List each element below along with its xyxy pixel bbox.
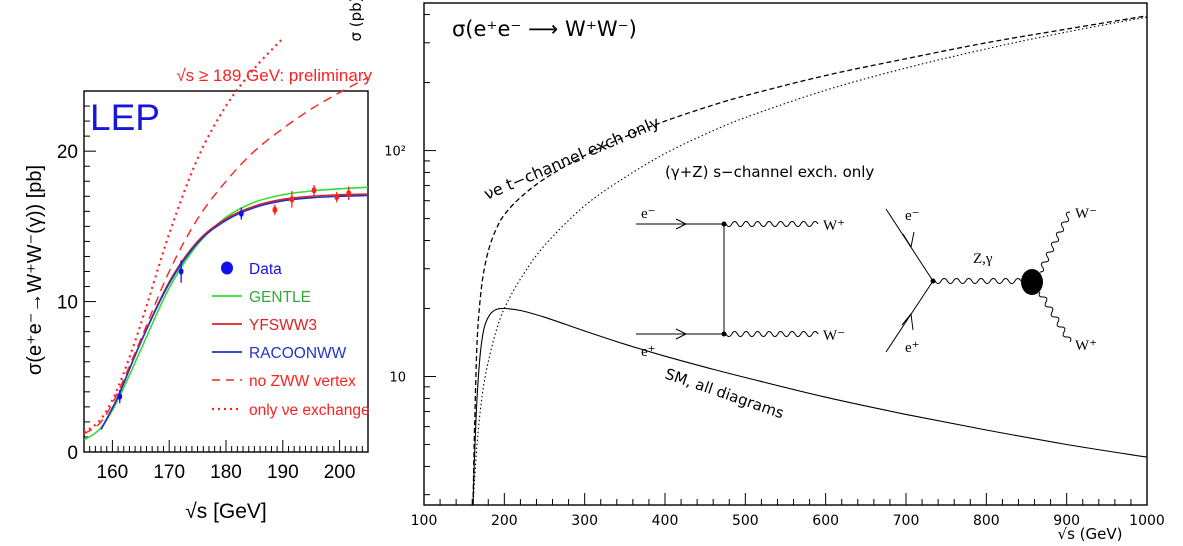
right-x-tick-label: 600 bbox=[812, 513, 839, 529]
sm-annotation: SM, all diagrams bbox=[663, 365, 787, 423]
data-point-marker bbox=[346, 190, 352, 197]
arrow-bottom-icon bbox=[675, 328, 688, 340]
label-wp1: W⁺ bbox=[823, 218, 845, 234]
w-boson-wave-top bbox=[725, 221, 819, 227]
label-wm1: W⁻ bbox=[823, 328, 845, 344]
ww-cross-section-chart: σ (pb) √s (GeV) σ(e⁺e⁻ ⟶ W⁺W⁻) νe t−chan… bbox=[347, 0, 1165, 543]
label-em2: e⁻ bbox=[905, 208, 920, 224]
s-channel-curve bbox=[472, 16, 1147, 505]
t-channel-curve bbox=[472, 15, 1147, 505]
label-ep2: e⁺ bbox=[905, 340, 920, 356]
arrow-s-top-icon bbox=[902, 231, 915, 249]
left-y-tick-label: 0 bbox=[67, 443, 78, 464]
lep-cross-section-chart: √s ≥ 189 GeV: preliminary LEP σ(e⁺e⁻→W⁺W… bbox=[24, 37, 372, 523]
right-x-tick-label: 900 bbox=[1053, 513, 1080, 529]
legend-data-marker bbox=[221, 261, 233, 275]
only-nue-exchange-curve bbox=[84, 37, 284, 434]
vertex-dot-bottom bbox=[721, 331, 727, 337]
legend-data-label: Data bbox=[249, 261, 282, 278]
right-x-tick-label: 1000 bbox=[1129, 513, 1165, 529]
s-channel-feynman-diagram: e⁻ e⁺ Z,γ W⁻ W⁺ bbox=[885, 206, 1097, 356]
left-x-tick-label: 160 bbox=[97, 462, 129, 483]
blob-vertex bbox=[1021, 269, 1043, 295]
arrow-top-icon bbox=[675, 218, 688, 230]
left-curves bbox=[84, 37, 368, 441]
right-curves-clip bbox=[472, 15, 1147, 505]
left-x-axis-label: √s [GeV] bbox=[185, 500, 267, 523]
left-curves-clip bbox=[84, 37, 368, 441]
right-x-tick-label: 300 bbox=[571, 513, 598, 529]
racoonww-curve bbox=[100, 194, 368, 430]
data-point-marker bbox=[238, 210, 244, 217]
right-chart-title: σ(e⁺e⁻ ⟶ W⁺W⁻) bbox=[452, 17, 637, 41]
data-point-marker bbox=[272, 206, 278, 214]
legend-yfsww3-label: YFSWW3 bbox=[249, 317, 317, 334]
data-point-marker bbox=[334, 193, 340, 201]
t-channel-annotation: νe t−channel exch only bbox=[481, 113, 662, 204]
left-y-tick-label: 20 bbox=[57, 142, 78, 163]
sm-all-diagrams-curve bbox=[472, 307, 1147, 505]
preliminary-note: √s ≥ 189 GeV: preliminary bbox=[176, 66, 372, 85]
s-channel-annotation: (γ+Z) s−channel exch. only bbox=[665, 163, 874, 181]
right-x-tick-label: 400 bbox=[652, 513, 679, 529]
right-x-tick-label: 500 bbox=[732, 513, 759, 529]
right-x-tick-label: 200 bbox=[491, 513, 518, 529]
arrow-s-bottom-icon bbox=[901, 312, 914, 331]
left-y-tick-label: 10 bbox=[57, 293, 78, 314]
right-axes: 100 200 300 400 500 600 700 800 900 1000 10 10² bbox=[384, 14, 1165, 529]
right-y-axis-label: σ (pb) bbox=[347, 0, 365, 42]
left-x-tick-label: 180 bbox=[210, 462, 242, 483]
right-x-tick-label: 100 bbox=[411, 513, 438, 529]
t-channel-feynman-diagram: e⁻ e⁺ W⁺ W⁻ bbox=[636, 206, 845, 360]
vertex-dot-s bbox=[930, 278, 936, 284]
left-x-tick-label: 200 bbox=[324, 462, 356, 483]
right-x-tick-label: 800 bbox=[973, 513, 1000, 529]
legend-no-zww-label: no ZWW vertex bbox=[249, 373, 356, 390]
label-ep1: e⁺ bbox=[641, 344, 656, 360]
right-curves bbox=[472, 15, 1147, 505]
data-point-marker bbox=[117, 393, 123, 400]
legend-only-nue-label: only νe exchange bbox=[249, 402, 370, 419]
w-minus-wave bbox=[1039, 211, 1071, 273]
right-x-tick-label: 700 bbox=[893, 513, 920, 529]
label-wp2: W⁺ bbox=[1075, 338, 1097, 354]
w-plus-wave bbox=[1038, 291, 1072, 343]
data-point-marker bbox=[311, 187, 317, 194]
label-wm2: W⁻ bbox=[1075, 206, 1097, 222]
yfsww3-curve bbox=[100, 193, 368, 430]
z-gamma-propagator-wave bbox=[934, 278, 1022, 284]
left-x-tick-label: 190 bbox=[267, 462, 299, 483]
lep-label: LEP bbox=[90, 97, 160, 138]
no-zww-vertex-curve bbox=[84, 76, 368, 435]
right-plot-frame bbox=[423, 2, 1148, 506]
left-y-axis-label: σ(e⁺e⁻→W⁺W⁻(γ)) [pb] bbox=[24, 165, 46, 375]
data-point-marker bbox=[178, 268, 184, 275]
data-point-marker bbox=[289, 196, 295, 203]
right-y-tick-label: 10² bbox=[384, 145, 406, 160]
label-em1: e⁻ bbox=[641, 206, 656, 222]
left-axes: 160 170 180 190 200 0 10 20 bbox=[57, 90, 369, 483]
right-x-axis-label: √s (GeV) bbox=[1058, 525, 1123, 543]
right-y-tick-label: 10 bbox=[389, 371, 406, 386]
legend-racoonww-label: RACOONWW bbox=[249, 345, 347, 362]
vertex-dot-top bbox=[721, 221, 727, 227]
w-boson-wave-bottom bbox=[725, 331, 819, 337]
left-legend: Data GENTLE YFSWW3 RACOONWW no ZWW vertex onl… bbox=[212, 261, 370, 419]
left-data-points bbox=[117, 185, 352, 404]
label-zgamma: Z,γ bbox=[973, 251, 993, 267]
legend-gentle-label: GENTLE bbox=[249, 289, 311, 306]
left-x-tick-label: 170 bbox=[153, 462, 185, 483]
